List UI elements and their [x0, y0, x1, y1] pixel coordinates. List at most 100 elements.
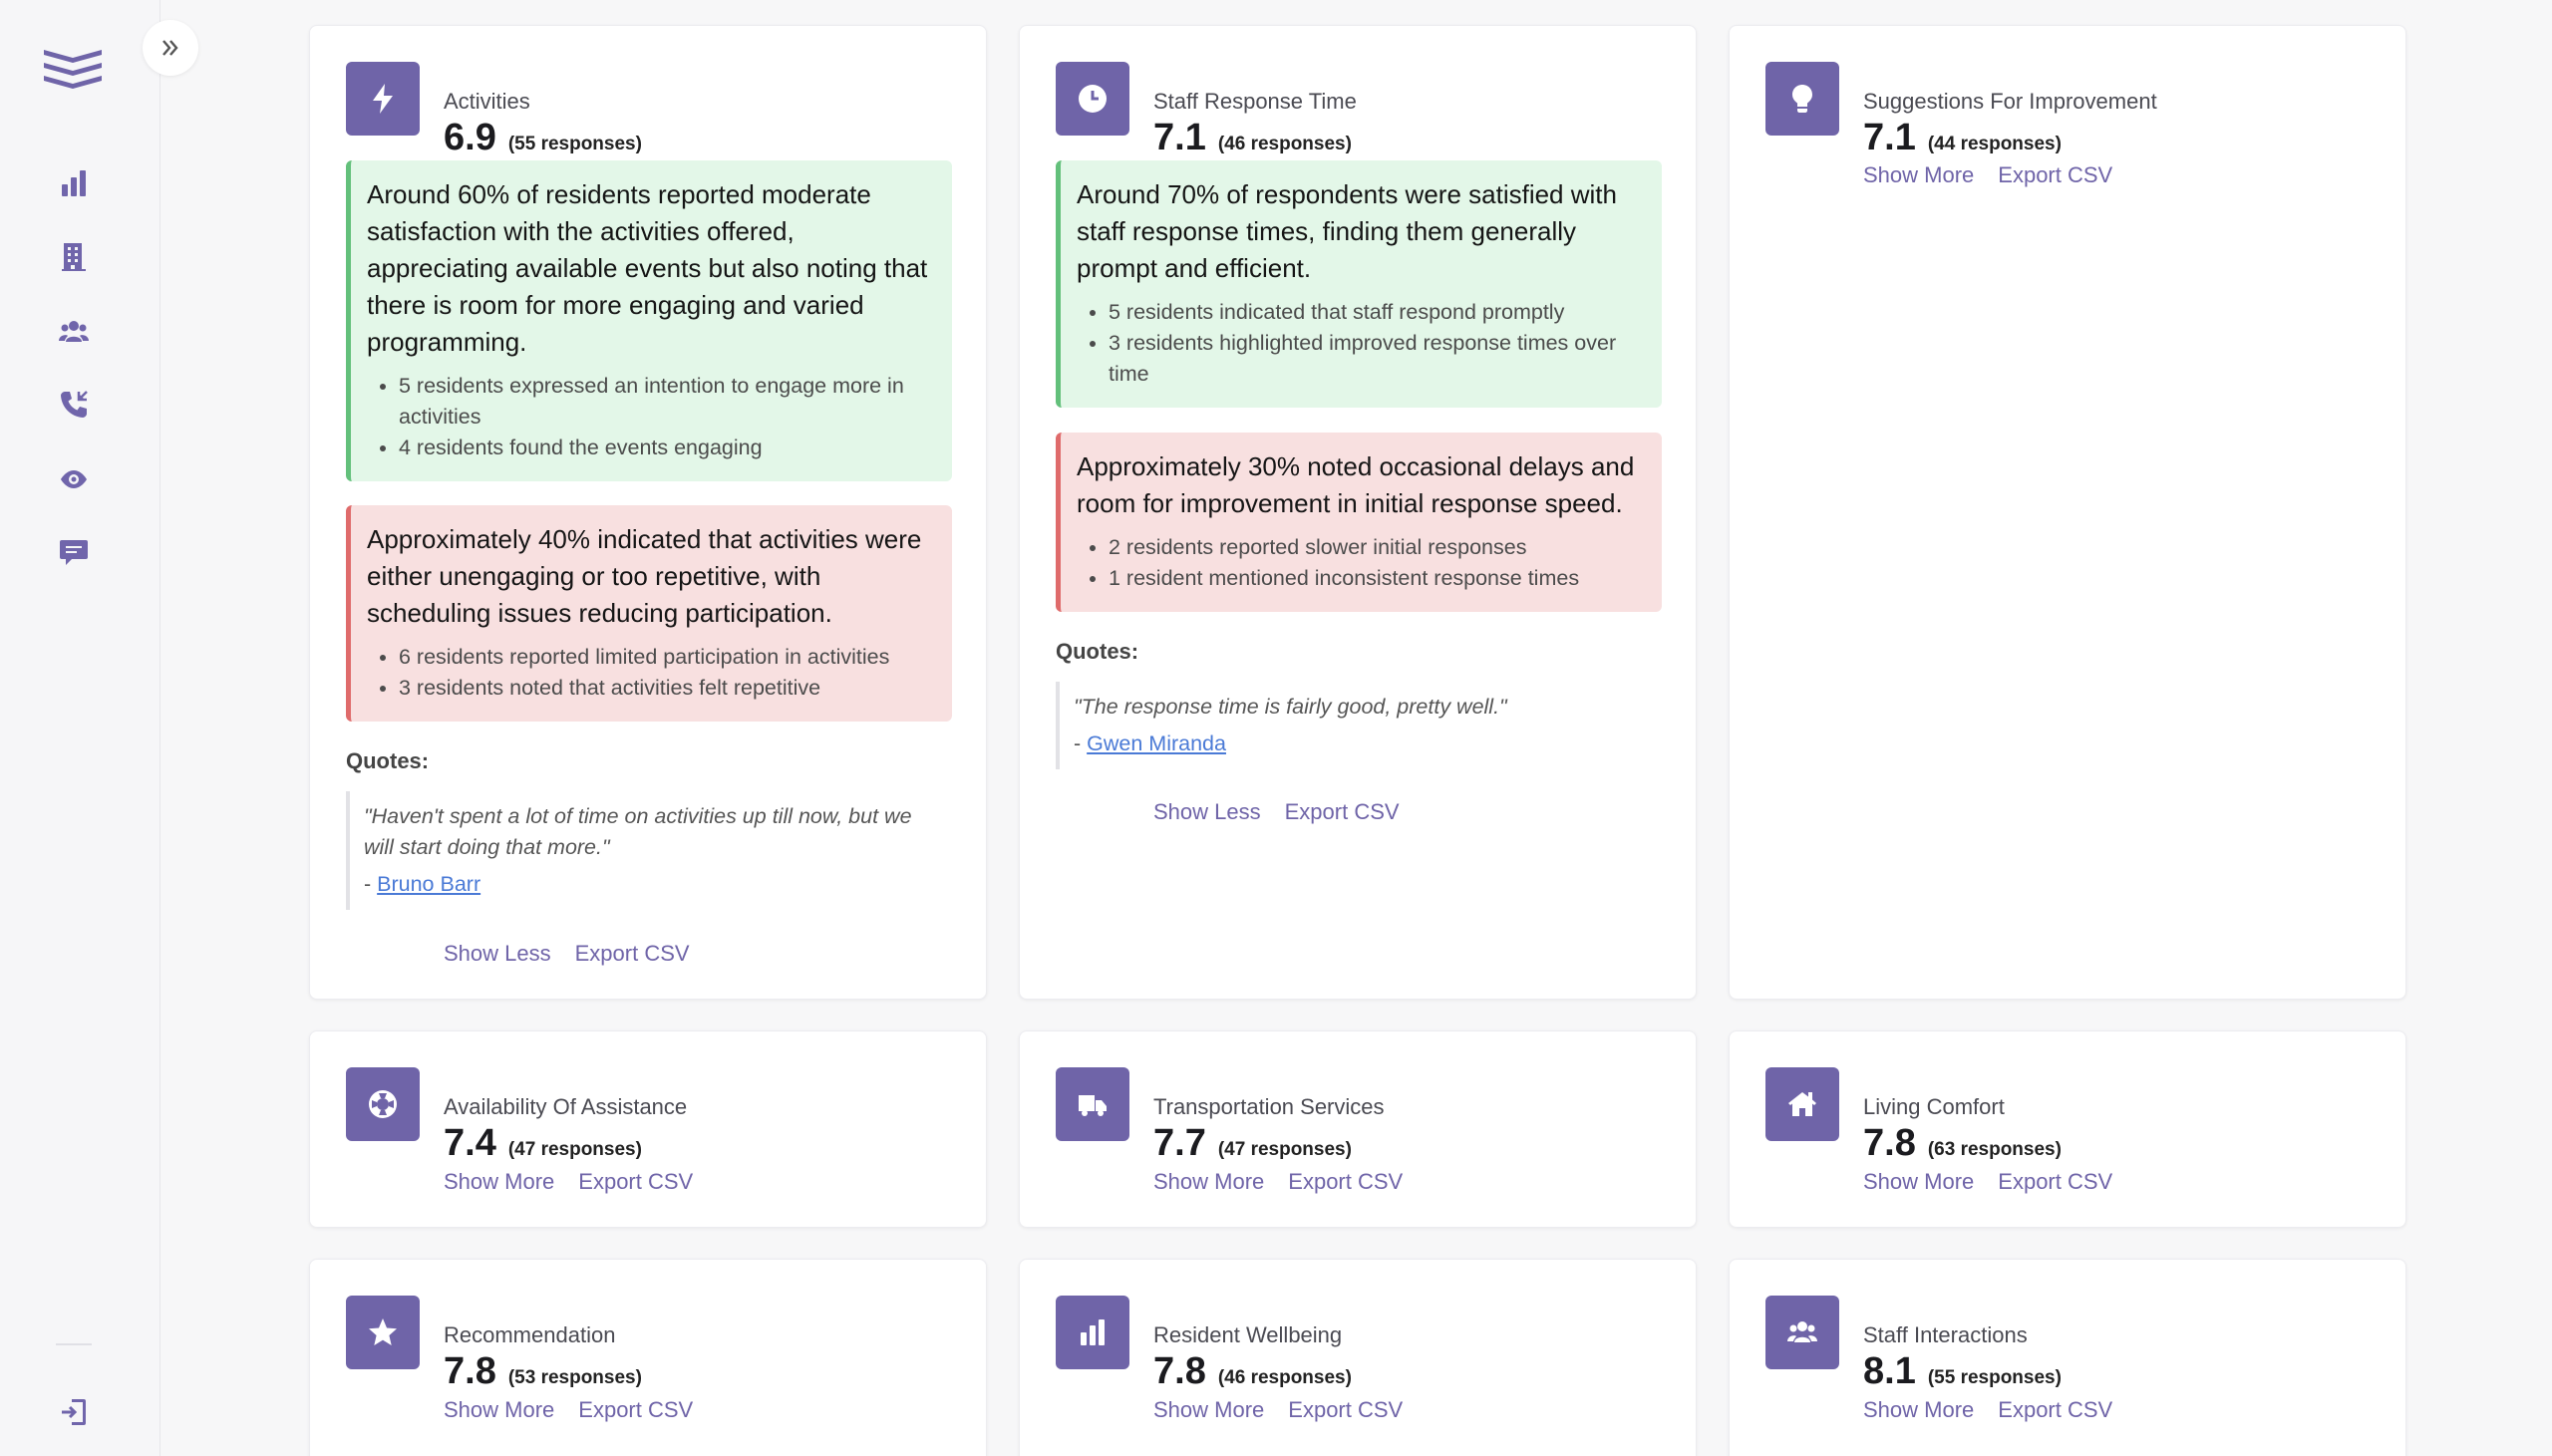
response-count: (44 responses) — [1927, 134, 2062, 154]
show-more-button[interactable]: Show More — [444, 1397, 555, 1422]
export-csv-button[interactable]: Export CSV — [1288, 1169, 1404, 1194]
negative-summary-text: Approximately 40% indicated that activit… — [367, 524, 922, 628]
positive-summary: Around 60% of residents reported moderat… — [346, 160, 952, 481]
layers-logo[interactable] — [42, 46, 104, 90]
quote-text: "The response time is fairly good, prett… — [1074, 695, 1507, 719]
score-value: 7.8 — [444, 1350, 496, 1392]
expand-sidebar-button[interactable] — [143, 20, 198, 76]
negative-summary: Approximately 30% noted occasional delay… — [1056, 433, 1662, 612]
show-more-button[interactable]: Show More — [1153, 1169, 1265, 1194]
users-icon[interactable] — [54, 312, 94, 352]
negative-summary: Approximately 40% indicated that activit… — [346, 505, 952, 722]
show-less-button[interactable]: Show Less — [1153, 799, 1261, 824]
card-title: Suggestions For Improvement — [1863, 89, 2157, 114]
response-count: (55 responses) — [1927, 1367, 2062, 1388]
lightbulb-icon — [1765, 62, 1839, 136]
double-chevron-right-icon — [162, 40, 178, 56]
star-icon — [346, 1296, 420, 1369]
card-staff-interactions: Staff Interactions 8.1 (55 responses) Sh… — [1729, 1259, 2406, 1456]
score-value: 7.8 — [1153, 1350, 1206, 1392]
summary-bullet: 1 resident mentioned inconsistent respon… — [1109, 563, 1644, 594]
export-csv-button[interactable]: Export CSV — [578, 1169, 694, 1194]
summary-bullet: 2 residents reported slower initial resp… — [1109, 532, 1644, 563]
card-suggestions-for-improvement: Suggestions For Improvement 7.1 (44 resp… — [1729, 25, 2406, 1000]
show-more-button[interactable]: Show More — [1863, 1397, 1975, 1422]
score-value: 8.1 — [1863, 1350, 1916, 1392]
card-availability-of-assistance: Availability Of Assistance 7.4 (47 respo… — [309, 1030, 987, 1228]
card-living-comfort: Living Comfort 7.8 (63 responses) Show M… — [1729, 1030, 2406, 1228]
card-staff-response-time: Staff Response Time 7.1 (46 responses) A… — [1019, 25, 1697, 1000]
positive-summary-text: Around 70% of respondents were satisfied… — [1077, 179, 1617, 283]
score-value: 7.7 — [1153, 1122, 1206, 1164]
quotes-label: Quotes: — [346, 748, 430, 773]
export-csv-button[interactable]: Export CSV — [1998, 1397, 2113, 1422]
card-title: Resident Wellbeing — [1153, 1322, 1343, 1347]
score-value: 7.1 — [1863, 117, 1916, 158]
house-icon — [1765, 1067, 1839, 1141]
card-title: Recommendation — [444, 1322, 616, 1347]
clock-icon — [1056, 62, 1129, 136]
card-title: Availability Of Assistance — [444, 1094, 688, 1119]
positive-summary: Around 70% of respondents were satisfied… — [1056, 160, 1662, 408]
score-value: 7.8 — [1863, 1122, 1916, 1164]
lifebuoy-icon — [346, 1067, 420, 1141]
summary-bullet: 5 residents indicated that staff respond… — [1109, 297, 1644, 328]
card-activities: Activities 6.9 (55 responses) Around 60%… — [309, 25, 987, 1000]
quote-block: "Haven't spent a lot of time on activiti… — [346, 791, 924, 910]
response-count: (46 responses) — [1217, 1367, 1352, 1388]
export-csv-button[interactable]: Export CSV — [1998, 1169, 2113, 1194]
export-csv-button[interactable]: Export CSV — [1284, 799, 1400, 824]
sidebar — [0, 0, 160, 1456]
quote-dash: - — [364, 872, 378, 896]
show-more-button[interactable]: Show More — [1863, 1169, 1975, 1194]
comment-icon[interactable] — [54, 532, 94, 572]
export-csv-button[interactable]: Export CSV — [1288, 1397, 1404, 1422]
card-resident-wellbeing: Resident Wellbeing 7.8 (46 responses) Sh… — [1019, 1259, 1697, 1456]
export-csv-button[interactable]: Export CSV — [578, 1397, 694, 1422]
show-less-button[interactable]: Show Less — [444, 941, 551, 966]
score-value: 7.1 — [1153, 117, 1206, 158]
sidebar-divider — [56, 1343, 92, 1345]
card-title: Staff Response Time — [1153, 89, 1357, 114]
lightning-icon — [346, 62, 420, 136]
quote-author-link[interactable]: Gwen Miranda — [1087, 731, 1226, 755]
phone-incoming-icon[interactable] — [54, 385, 94, 425]
card-title: Activities — [444, 89, 530, 114]
eye-icon[interactable] — [54, 459, 94, 499]
card-transportation-services: Transportation Services 7.7 (47 response… — [1019, 1030, 1697, 1228]
logout-icon[interactable] — [54, 1392, 94, 1432]
show-more-button[interactable]: Show More — [444, 1169, 555, 1194]
quote-author-link[interactable]: Bruno Barr — [377, 872, 481, 896]
users-icon — [1765, 1296, 1839, 1369]
building-icon[interactable] — [54, 237, 94, 277]
truck-icon — [1056, 1067, 1129, 1141]
export-csv-button[interactable]: Export CSV — [574, 941, 690, 966]
response-count: (47 responses) — [1217, 1139, 1352, 1160]
response-count: (53 responses) — [507, 1367, 642, 1388]
quote-dash: - — [1074, 731, 1088, 755]
response-count: (47 responses) — [507, 1139, 642, 1160]
summary-bullet: 6 residents reported limited participati… — [399, 642, 934, 673]
quotes-label: Quotes: — [1056, 639, 1139, 664]
response-count: (55 responses) — [507, 134, 642, 154]
quote-block: "The response time is fairly good, prett… — [1056, 682, 1634, 769]
card-title: Living Comfort — [1863, 1094, 2005, 1119]
summary-bullet: 5 residents expressed an intention to en… — [399, 371, 934, 433]
summary-bullet: 3 residents noted that activities felt r… — [399, 673, 934, 704]
bar-chart-icon[interactable] — [54, 163, 94, 203]
negative-summary-text: Approximately 30% noted occasional delay… — [1077, 451, 1635, 518]
positive-summary-text: Around 60% of residents reported moderat… — [367, 179, 928, 357]
summary-bullet: 3 residents highlighted improved respons… — [1109, 328, 1644, 390]
card-title: Staff Interactions — [1863, 1322, 2028, 1347]
score-value: 6.9 — [444, 117, 496, 158]
export-csv-button[interactable]: Export CSV — [1998, 162, 2113, 187]
score-value: 7.4 — [444, 1122, 496, 1164]
show-more-button[interactable]: Show More — [1863, 162, 1975, 187]
show-more-button[interactable]: Show More — [1153, 1397, 1265, 1422]
card-title: Transportation Services — [1153, 1094, 1385, 1119]
summary-bullet: 4 residents found the events engaging — [399, 433, 934, 463]
card-recommendation: Recommendation 7.8 (53 responses) Show M… — [309, 1259, 987, 1456]
quote-text: "Haven't spent a lot of time on activiti… — [364, 804, 912, 859]
response-count: (63 responses) — [1927, 1139, 2062, 1160]
bar-chart-icon — [1056, 1296, 1129, 1369]
